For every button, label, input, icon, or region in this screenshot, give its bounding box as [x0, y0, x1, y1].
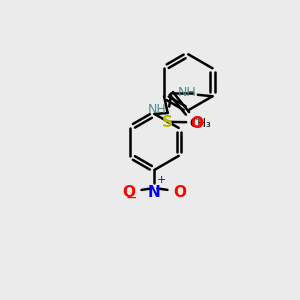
Text: CH₃: CH₃: [190, 117, 211, 130]
Text: NH: NH: [178, 86, 196, 99]
Text: S: S: [162, 116, 173, 130]
Text: O: O: [123, 185, 136, 200]
Text: +: +: [156, 175, 166, 185]
Text: O: O: [190, 116, 203, 131]
Text: −: −: [125, 191, 137, 205]
Text: NH: NH: [148, 103, 166, 116]
Text: O: O: [173, 185, 186, 200]
Text: N: N: [148, 185, 161, 200]
